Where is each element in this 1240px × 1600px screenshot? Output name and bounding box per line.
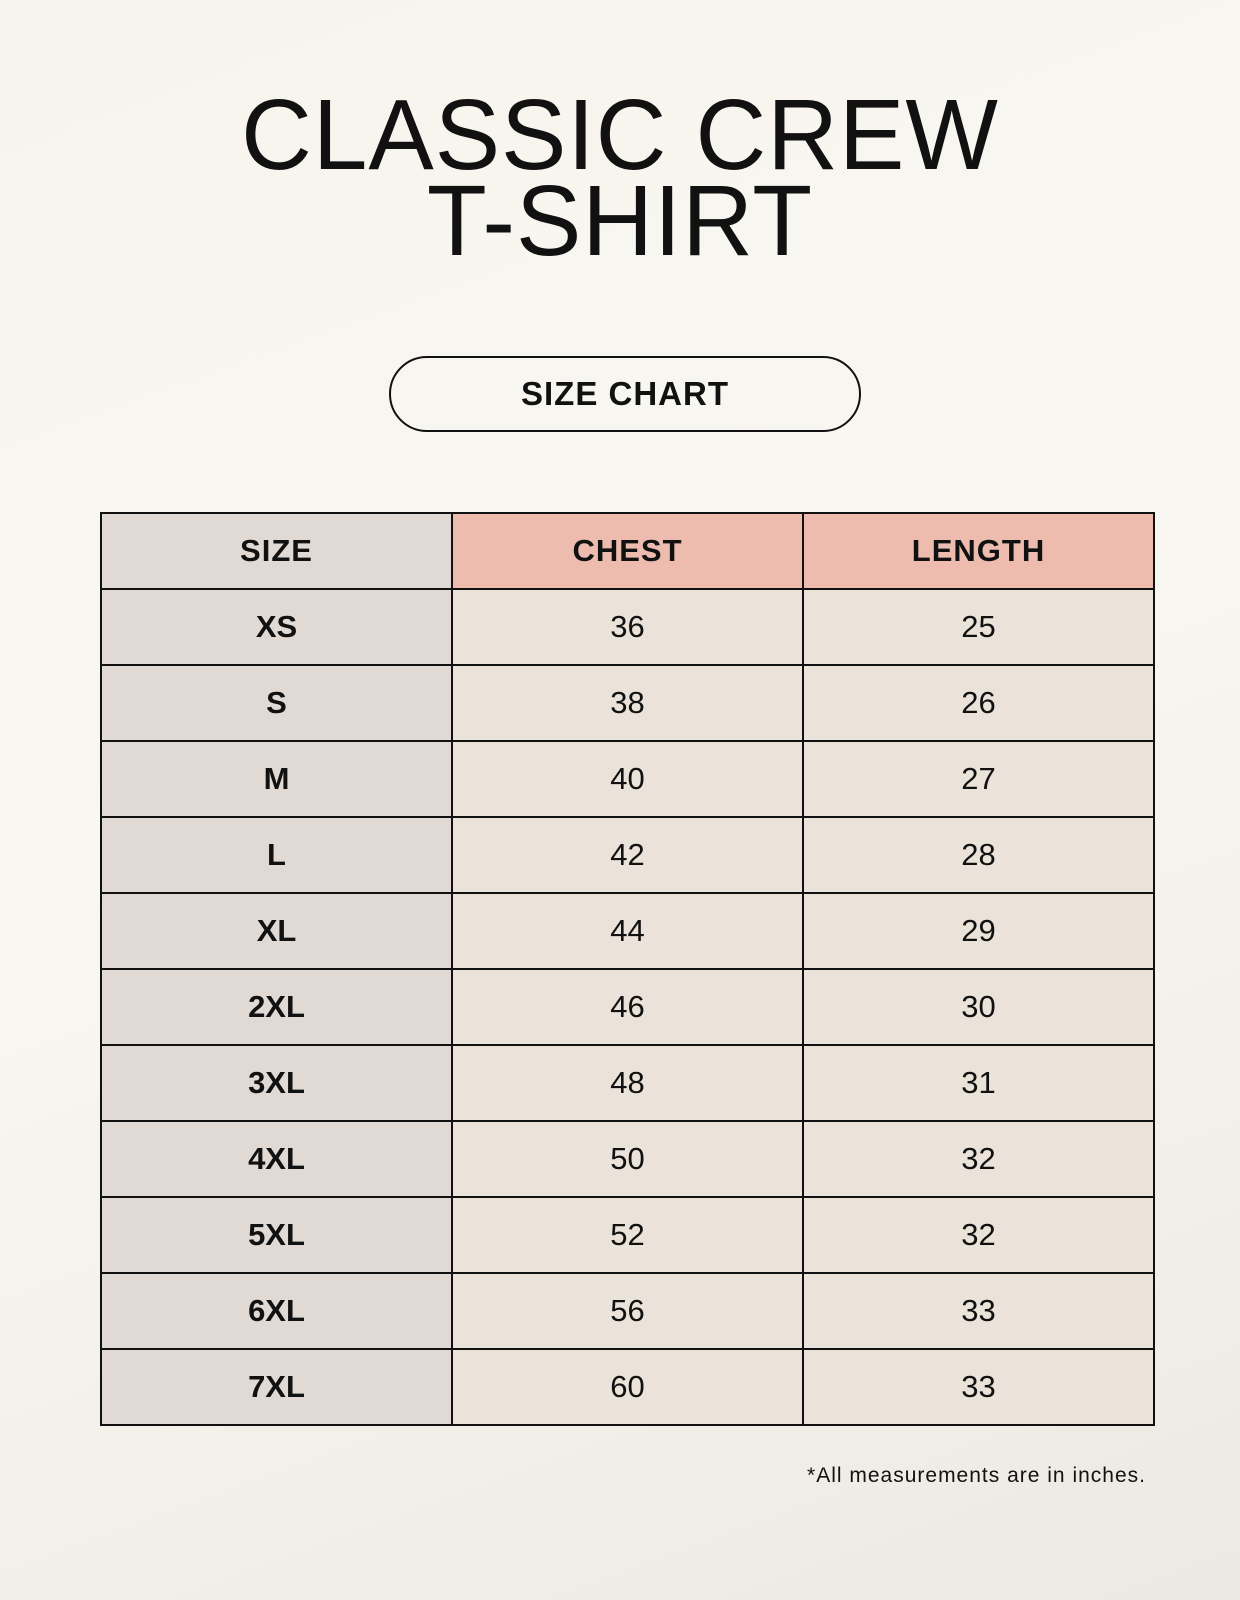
cell-chest: 60	[451, 1348, 804, 1426]
cell-chest: 52	[451, 1196, 804, 1274]
cell-chest: 56	[451, 1272, 804, 1350]
cell-chest: 50	[451, 1120, 804, 1198]
measurement-note: *All measurements are in inches.	[807, 1464, 1146, 1487]
cell-size: M	[100, 740, 453, 818]
title-line-1: CLASSIC CREW	[241, 79, 999, 191]
cell-chest: 46	[451, 968, 804, 1046]
cell-length: 26	[802, 664, 1155, 742]
cell-length: 25	[802, 588, 1155, 666]
table-row: 4XL 50 32	[100, 1120, 1155, 1198]
cell-size: 3XL	[100, 1044, 453, 1122]
cell-chest: 36	[451, 588, 804, 666]
cell-size: 4XL	[100, 1120, 453, 1198]
cell-chest: 42	[451, 816, 804, 894]
cell-chest: 40	[451, 740, 804, 818]
cell-chest: 38	[451, 664, 804, 742]
cell-length: 30	[802, 968, 1155, 1046]
cell-length: 29	[802, 892, 1155, 970]
cell-size: XS	[100, 588, 453, 666]
table-row: 7XL 60 33	[100, 1348, 1155, 1426]
header-size: SIZE	[100, 512, 453, 590]
size-table: SIZE CHEST LENGTH XS 36 25 S 38 26 M 40 27 L 42 28 X…	[100, 512, 1155, 1426]
cell-length: 33	[802, 1272, 1155, 1350]
title-line-2: T-SHIRT	[426, 165, 814, 277]
table-row: L 42 28	[100, 816, 1155, 894]
cell-chest: 44	[451, 892, 804, 970]
size-chart-badge: SIZE CHART	[389, 356, 861, 432]
cell-size: 6XL	[100, 1272, 453, 1350]
cell-length: 28	[802, 816, 1155, 894]
cell-size: XL	[100, 892, 453, 970]
cell-length: 31	[802, 1044, 1155, 1122]
page-title: CLASSIC CREW T-SHIRT	[0, 79, 1240, 277]
table-row: 6XL 56 33	[100, 1272, 1155, 1350]
cell-size: 5XL	[100, 1196, 453, 1274]
table-header-row: SIZE CHEST LENGTH	[100, 512, 1155, 590]
header-chest: CHEST	[451, 512, 804, 590]
cell-chest: 48	[451, 1044, 804, 1122]
table-row: M 40 27	[100, 740, 1155, 818]
cell-length: 33	[802, 1348, 1155, 1426]
table-row: S 38 26	[100, 664, 1155, 742]
cell-length: 32	[802, 1196, 1155, 1274]
cell-size: L	[100, 816, 453, 894]
size-chart-label: SIZE CHART	[521, 375, 729, 412]
table-row: 3XL 48 31	[100, 1044, 1155, 1122]
table-row: 5XL 52 32	[100, 1196, 1155, 1274]
cell-size: 2XL	[100, 968, 453, 1046]
header-length: LENGTH	[802, 512, 1155, 590]
table-row: 2XL 46 30	[100, 968, 1155, 1046]
table-row: XL 44 29	[100, 892, 1155, 970]
cell-length: 32	[802, 1120, 1155, 1198]
cell-size: S	[100, 664, 453, 742]
cell-length: 27	[802, 740, 1155, 818]
cell-size: 7XL	[100, 1348, 453, 1426]
table-row: XS 36 25	[100, 588, 1155, 666]
